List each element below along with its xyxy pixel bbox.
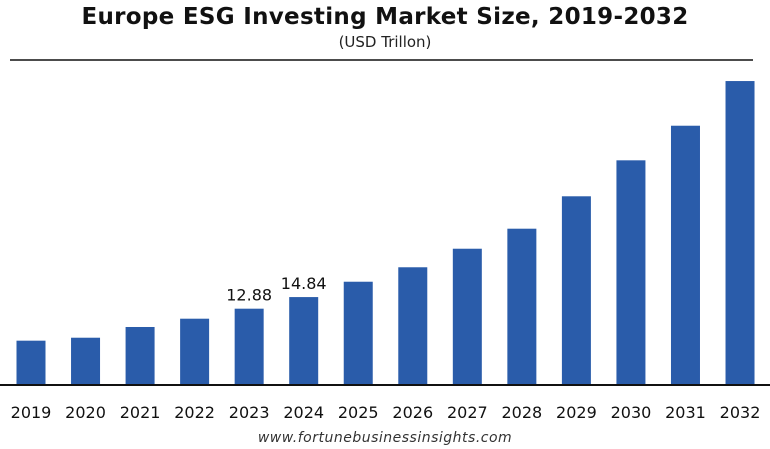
bar-2032 — [725, 81, 755, 386]
bar-2027 — [452, 248, 482, 385]
x-tick-label: 2024 — [283, 403, 324, 422]
x-tick-label: 2027 — [447, 403, 488, 422]
bar-2026 — [398, 267, 428, 385]
x-tick-label: 2025 — [338, 403, 379, 422]
bar-2023 — [234, 308, 264, 385]
x-tick-label: 2019 — [11, 403, 52, 422]
x-tick-label: 2031 — [665, 403, 706, 422]
x-tick-label: 2022 — [174, 403, 215, 422]
bar-2024 — [289, 297, 319, 385]
x-tick-label: 2023 — [229, 403, 270, 422]
bar-2025 — [343, 281, 373, 385]
chart-subtitle: (USD Trillon) — [338, 33, 432, 51]
chart-title: Europe ESG Investing Market Size, 2019-2… — [81, 4, 689, 30]
x-tick-label: 2030 — [611, 403, 652, 422]
x-tick-label: 2028 — [502, 403, 543, 422]
data-label: 14.84 — [281, 274, 327, 293]
bar-2022 — [180, 318, 210, 385]
source-watermark: www.fortunebusinessinsights.com — [257, 430, 513, 446]
x-tick-label: 2032 — [720, 403, 761, 422]
x-tick-label: 2026 — [392, 403, 433, 422]
data-label: 12.88 — [226, 286, 272, 305]
x-tick-label: 2021 — [120, 403, 161, 422]
bar-2019 — [16, 340, 46, 385]
x-tick-label: 2020 — [65, 403, 106, 422]
bar-2031 — [670, 125, 700, 386]
x-tick-label: 2029 — [556, 403, 597, 422]
bar-2028 — [507, 228, 537, 385]
bar-2030 — [616, 160, 646, 385]
bar-2020 — [71, 337, 101, 385]
bar-2029 — [561, 196, 591, 385]
bar-2021 — [125, 326, 155, 385]
